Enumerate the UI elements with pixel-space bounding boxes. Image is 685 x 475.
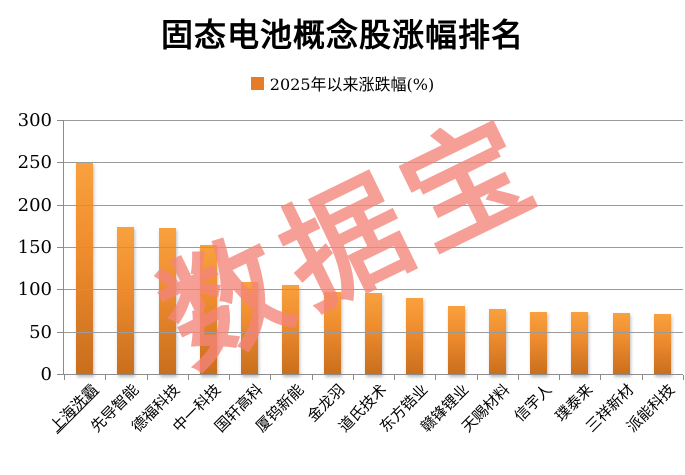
bar-slot: [64, 121, 105, 375]
y-tick-label-150: 150: [17, 237, 52, 258]
bar-series: [64, 121, 683, 375]
bar-德福科技: [158, 227, 176, 375]
y-tick-label-100: 100: [17, 279, 52, 301]
bar-slot: [394, 121, 435, 375]
y-axis-tick: [57, 162, 64, 164]
chart-title: 固态电池概念股涨幅排名: [160, 16, 524, 54]
legend-label: 2025年以来涨跌幅(%): [269, 75, 435, 94]
x-axis-tick: [683, 375, 684, 380]
bar-金龙羽: [323, 292, 341, 375]
bar-slot: [188, 121, 229, 375]
bar-国轩高科: [241, 281, 259, 375]
y-axis-tick: [57, 120, 64, 121]
y-tick-label-300: 300: [17, 110, 52, 131]
x-axis-tick: [187, 375, 189, 380]
gridline-50: [64, 331, 683, 333]
bar-天赐材料: [488, 308, 506, 375]
x-axis-tick: [146, 375, 148, 380]
y-tick-label-250: 250: [17, 152, 52, 174]
y-axis-labels: 0 50 100 150 200 250 300: [0, 112, 56, 384]
bar-东方锆业: [406, 297, 424, 375]
x-axis-tick: [641, 375, 643, 380]
x-axis-tick: [64, 375, 65, 380]
gridline-200: [64, 204, 683, 206]
bar-璞泰来: [571, 312, 589, 375]
bar-slot: [270, 121, 311, 375]
bar-赣锋锂业: [447, 305, 465, 375]
legend-color-swatch-icon: [250, 76, 264, 90]
bar-上海洗霸: [76, 163, 94, 375]
bar-slot: [477, 121, 518, 375]
bar-slot: [559, 121, 600, 375]
bar-slot: [147, 121, 188, 375]
x-axis-tick: [352, 375, 354, 380]
x-axis-tick: [435, 375, 437, 380]
bar-slot: [642, 121, 683, 375]
y-axis-tick: [57, 331, 64, 333]
bar-slot: [105, 121, 146, 375]
bar-slot: [312, 121, 353, 375]
category-label-信宇人: 信宇人: [510, 380, 555, 426]
x-axis-tick: [229, 375, 231, 380]
gridline-150: [64, 247, 683, 248]
y-axis-tick: [57, 289, 64, 291]
y-tick-label-50: 50: [29, 321, 52, 343]
bar-slot: [435, 121, 476, 375]
gridline-300: [64, 120, 683, 121]
x-axis-tick: [311, 375, 313, 380]
gridline-250: [64, 162, 683, 164]
bar-三祥新材: [612, 313, 630, 375]
legend: 2025年以来涨跌幅(%): [0, 71, 685, 95]
bar-slot: [353, 121, 394, 375]
bar-slot: [518, 121, 559, 375]
bar-信宇人: [530, 311, 548, 375]
x-axis-tick: [559, 375, 561, 380]
y-tick-label-200: 200: [17, 194, 52, 216]
x-axis-tick: [517, 375, 519, 380]
x-axis-tick: [105, 375, 107, 380]
bar-中一科技: [199, 244, 217, 375]
bar-先导智能: [117, 226, 135, 375]
y-tick-label-0: 0: [40, 364, 52, 385]
gridline-0: [64, 374, 683, 375]
x-axis-tick: [270, 375, 272, 380]
y-axis-tick: [57, 247, 64, 248]
gridline-100: [64, 289, 683, 291]
bar-厦钨新能: [282, 285, 300, 375]
plot-area: [57, 120, 684, 380]
bar-slot: [600, 121, 641, 375]
bar-道氏技术: [364, 292, 382, 375]
x-axis-tick: [394, 375, 396, 380]
x-axis-tick: [600, 375, 602, 380]
x-axis-tick: [476, 375, 478, 380]
bar-slot: [229, 121, 270, 375]
bar-派能科技: [653, 314, 671, 375]
y-axis-tick: [57, 204, 64, 206]
y-axis-tick: [57, 374, 64, 375]
